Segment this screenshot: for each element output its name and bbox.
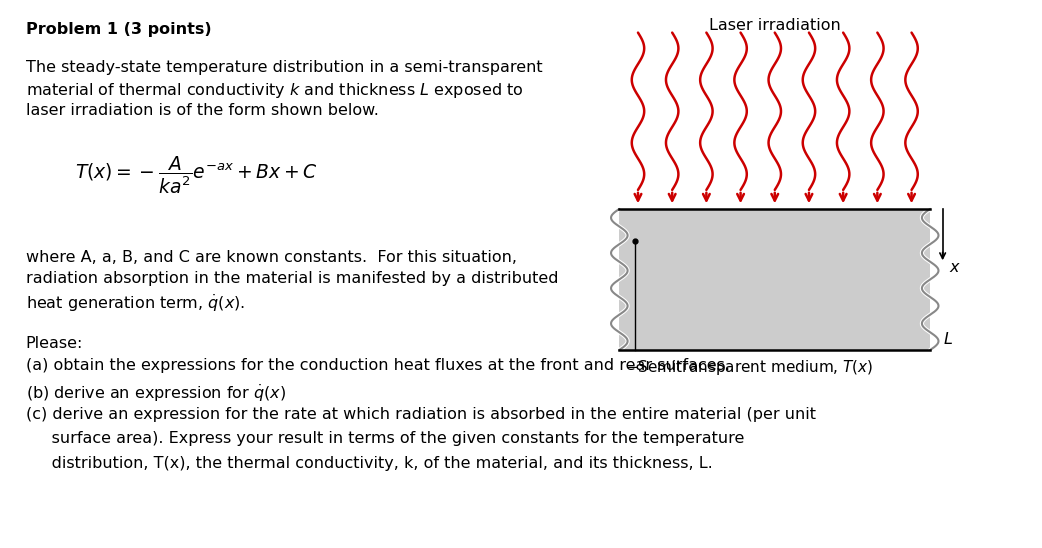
Text: (b) derive an expression for $\dot{q}(x)$: (b) derive an expression for $\dot{q}(x)… [26,383,286,403]
Text: The steady-state temperature distribution in a semi-transparent: The steady-state temperature distributio… [26,60,542,75]
Text: $x$: $x$ [949,260,961,276]
Bar [619,209,931,350]
Text: surface area). Express your result in terms of the given constants for the tempe: surface area). Express your result in te… [26,431,744,446]
Text: material of thermal conductivity $k$ and thickness $L$ exposed to: material of thermal conductivity $k$ and… [26,82,523,100]
Text: $-$Semitransparent medium, $T(x)$: $-$Semitransparent medium, $T(x)$ [624,358,873,377]
Text: $T(x) =-\dfrac{A}{ka^2}e^{-ax} + Bx + C$: $T(x) =-\dfrac{A}{ka^2}e^{-ax} + Bx + C$ [75,155,318,196]
Text: laser irradiation is of the form shown below.: laser irradiation is of the form shown b… [26,103,378,118]
Text: where A, a, B, and C are known constants.  For this situation,: where A, a, B, and C are known constants… [26,249,517,265]
Text: distribution, T(x), the thermal conductivity, k, of the material, and its thickn: distribution, T(x), the thermal conducti… [26,456,713,471]
Text: radiation absorption in the material is manifested by a distributed: radiation absorption in the material is … [26,271,559,286]
Text: heat generation term, $\dot{q}(x)$.: heat generation term, $\dot{q}(x)$. [26,293,245,314]
Text: $L$: $L$ [943,331,952,347]
Text: (c) derive an expression for the rate at which radiation is absorbed in the enti: (c) derive an expression for the rate at… [26,407,816,422]
Text: Please:: Please: [26,336,83,351]
Text: Laser irradiation: Laser irradiation [709,18,841,33]
Text: Problem 1 (3 points): Problem 1 (3 points) [26,22,212,37]
Text: (a) obtain the expressions for the conduction heat fluxes at the front and rear : (a) obtain the expressions for the condu… [26,358,729,373]
